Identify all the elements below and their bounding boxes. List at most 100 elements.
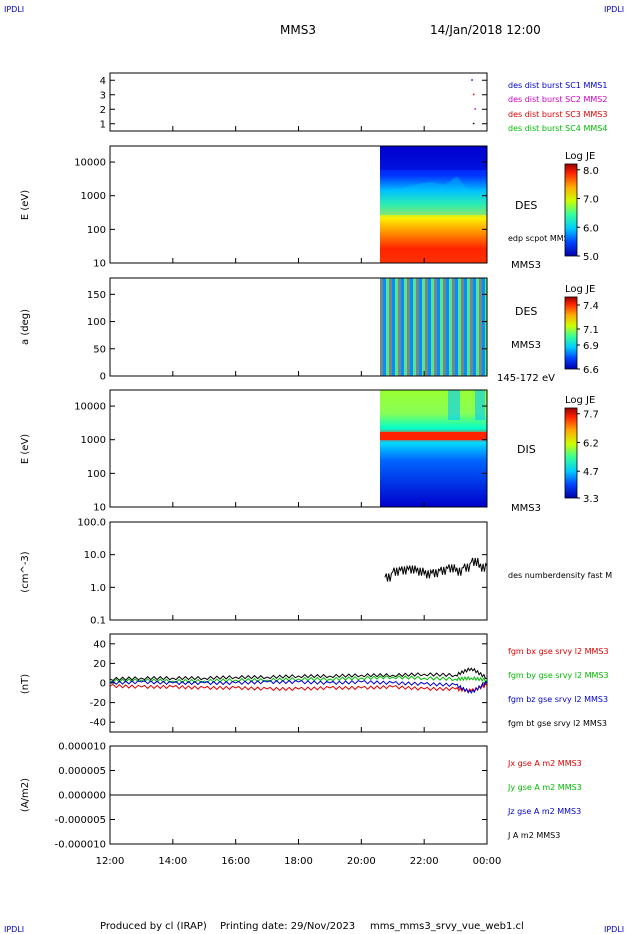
burst-point: [472, 122, 475, 125]
colorbar-tick-label: 8.0: [583, 166, 599, 177]
footer-file-name: mms_mms3_srvy_vue_web1.cl: [370, 921, 524, 932]
magnetic-series-0: [109, 683, 488, 693]
pitch-stripe: [422, 278, 425, 376]
des-pitch-stripes: [380, 278, 488, 376]
colorbar-tick-label: 4.7: [583, 467, 599, 478]
current-legend-jx: Jx gse A m2 MMS3: [507, 759, 582, 768]
footer-printing-date: Printing date: 29/Nov/2023: [220, 921, 355, 932]
des-energy-sc-label: MMS3: [511, 260, 541, 271]
burst-point: [471, 79, 473, 81]
pitch-stripe: [416, 278, 419, 376]
burst-ytick-tick-label: 1: [100, 119, 106, 130]
density-series-line: [384, 557, 488, 582]
des-pitch-energy-range: 145-172 eV: [497, 373, 555, 384]
des-energy-structure: [380, 176, 487, 215]
dis-energy-ylabel: E (eV): [20, 434, 31, 464]
burst-point: [472, 93, 475, 96]
current-ylabel: (A/m2): [20, 778, 31, 812]
magnetic-legend-by: fgm by gse srvy l2 MMS3: [508, 671, 609, 680]
pitch-stripe: [479, 278, 482, 376]
density-ytick-tick-label: 0.1: [90, 616, 106, 627]
burst-ytick-tick-label: 4: [100, 76, 106, 87]
current-ytick-tick-label: -0.000005: [55, 815, 106, 826]
magnetic-ytick-tick-label: 40: [93, 639, 106, 650]
burst-legend-mms1: des dist burst SC1 MMS1: [508, 81, 607, 90]
des-pitch-sc-label: MMS3: [511, 340, 541, 351]
dis-energy-feature-1: [448, 390, 460, 420]
header-spacecraft: MMS3: [280, 23, 316, 37]
magnetic-series-3: [109, 667, 488, 682]
dis-energy-sc-label: MMS3: [511, 503, 541, 514]
pitch-stripe: [473, 278, 476, 376]
pitch-stripe: [431, 278, 434, 376]
des-energy-label: DES: [515, 199, 537, 212]
xtick-label: 00:00: [473, 856, 502, 867]
pitch-stripe: [392, 278, 395, 376]
current-legend-jz: Jz gse A m2 MMS3: [507, 807, 581, 816]
dis-energy-spectrogram: [380, 390, 487, 507]
burst-ytick-tick-label: 2: [100, 105, 106, 116]
magnetic-legend-bx: fgm bx gse srvy l2 MMS3: [508, 647, 609, 656]
current-ytick-tick-label: 0.000005: [58, 766, 106, 777]
colorbar-tick-label: 6.6: [583, 365, 599, 376]
pitch-stripe: [425, 278, 428, 376]
pitch-stripe: [446, 278, 449, 376]
colorbar-tick-label: 7.7: [583, 410, 599, 421]
magnetic-ytick-tick-label: 0: [100, 679, 106, 690]
panel-dis-energy-yticks: 10 100 1000 10000: [74, 402, 487, 514]
colorbar-tick-label: 7.0: [583, 195, 599, 206]
pitch-stripe: [428, 278, 431, 376]
xtick-label: 14:00: [158, 856, 187, 867]
pitch-stripe: [464, 278, 467, 376]
pitch-stripe: [419, 278, 422, 376]
pitch-stripe: [467, 278, 470, 376]
dis-energy-ytick-tick-label: 10000: [74, 402, 106, 413]
des-energy-ytick-tick-label: 1000: [81, 191, 106, 202]
pitch-stripe: [389, 278, 392, 376]
corner-label-bottom-right: IPDLI: [604, 925, 624, 934]
panel-magnetic-yticks: -40 -20 0 20 40: [90, 639, 487, 729]
dis-energy-ytick-tick-label: 100: [87, 469, 106, 480]
pitch-stripe: [458, 278, 461, 376]
panel-des-energy-yticks: 10 100 1000 10000: [74, 158, 487, 270]
des-energy-ytick-tick-label: 10: [93, 259, 106, 270]
pitch-stripe: [410, 278, 413, 376]
xtick-label: 20:00: [347, 856, 376, 867]
pitch-stripe: [413, 278, 416, 376]
colorbar-tick-label: 6.2: [583, 438, 599, 449]
pitch-stripe: [404, 278, 407, 376]
colorbar-tick-label: 7.1: [583, 325, 599, 336]
pitch-stripe: [482, 278, 485, 376]
pitch-stripe: [455, 278, 458, 376]
pitch-stripe: [386, 278, 389, 376]
pitch-stripe: [407, 278, 410, 376]
des-energy-ylabel: E (eV): [20, 190, 31, 220]
xtick-label: 16:00: [221, 856, 250, 867]
burst-legend-mms4: des dist burst SC4 MMS4: [508, 124, 607, 133]
dis-energy-colorbar-title: Log JE: [565, 395, 595, 406]
des-pitch-colorbar-title: Log JE: [565, 284, 595, 295]
des-pitch-colorbar-ticks: 7.4 7.1 6.9 6.6: [577, 301, 599, 376]
pitch-stripe: [398, 278, 401, 376]
dis-energy-feature-2: [475, 390, 485, 420]
des-energy-ytick-tick-label: 10000: [74, 158, 106, 169]
panel-burst-yticks: 1 2 3 4: [100, 76, 487, 130]
pitch-stripe: [395, 278, 398, 376]
pitch-stripe: [476, 278, 479, 376]
burst-legend-mms2: des dist burst SC2 MMS2: [508, 95, 607, 104]
corner-label-bottom-left: IPDLI: [4, 925, 24, 934]
footer-produced-by: Produced by cl (IRAP): [100, 921, 207, 932]
panel-magnetic-frame: [109, 633, 488, 733]
xtick-label: 22:00: [410, 856, 439, 867]
des-energy-colorbar: [564, 163, 578, 257]
density-ytick-tick-label: 100.0: [77, 518, 106, 529]
current-ytick-tick-label: -0.000010: [55, 840, 106, 851]
pitch-stripe: [461, 278, 464, 376]
burst-point: [474, 108, 476, 110]
pitch-stripe: [383, 278, 386, 376]
des-pitch-ytick-tick-label: 100: [87, 317, 106, 328]
pitch-stripe: [437, 278, 440, 376]
pitch-stripe: [443, 278, 446, 376]
des-energy-top-band: [380, 146, 487, 170]
